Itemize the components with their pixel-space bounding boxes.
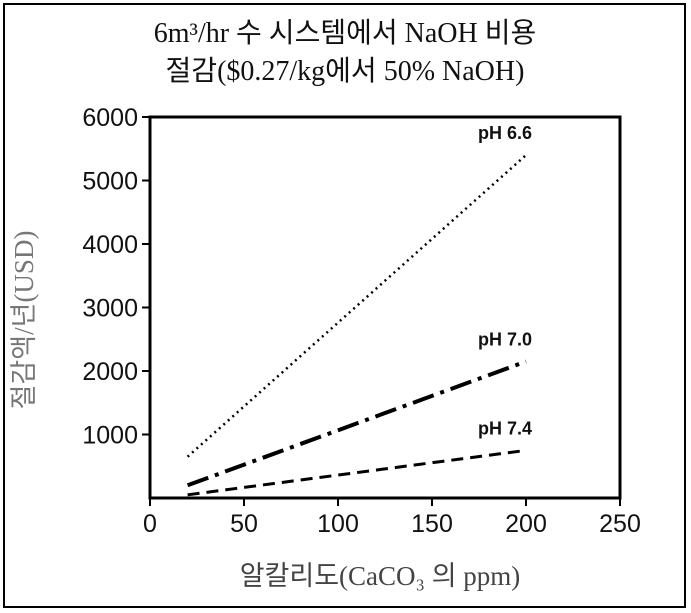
series-label: pH 7.0 [478, 329, 532, 349]
x-tick-label: 100 [317, 510, 359, 538]
series-line [188, 450, 526, 494]
y-tick-label: 6000 [82, 104, 138, 132]
series-line [188, 155, 526, 457]
x-axis-label: 알칼리도(CaCO₃ 의 ppm) [240, 561, 521, 591]
y-tick-label: 1000 [82, 422, 138, 450]
series-labels: pH 6.6 pH 7.0 pH 7.4 [478, 123, 532, 438]
y-tick-label: 4000 [82, 231, 138, 259]
y-tick-label: 2000 [82, 358, 138, 386]
chart-title-line-2: 절감($0.27/kg에서 50% NaOH) [166, 55, 525, 87]
x-tick-label: 50 [230, 510, 258, 538]
series-line [188, 361, 526, 485]
y-tick-label: 3000 [82, 295, 138, 323]
y-tick-label: 5000 [82, 168, 138, 196]
plot-area [150, 117, 620, 498]
x-tick-label: 200 [505, 510, 547, 538]
y-axis-label: 절감액/년(USD) [9, 231, 39, 410]
x-tick-label: 250 [599, 510, 641, 538]
series-label: pH 6.6 [478, 123, 532, 143]
x-tick-label: 0 [143, 510, 157, 538]
series-label: pH 7.4 [478, 418, 532, 438]
chart-title-line-1: 6m³/hr 수 시스템에서 NaOH 비용 [154, 17, 536, 49]
x-tick-label: 150 [411, 510, 453, 538]
series-lines [188, 155, 526, 495]
y-axis-ticks: 1000 2000 3000 4000 5000 6000 [82, 104, 150, 450]
x-axis-ticks: 0 50 100 150 200 250 [143, 498, 641, 538]
